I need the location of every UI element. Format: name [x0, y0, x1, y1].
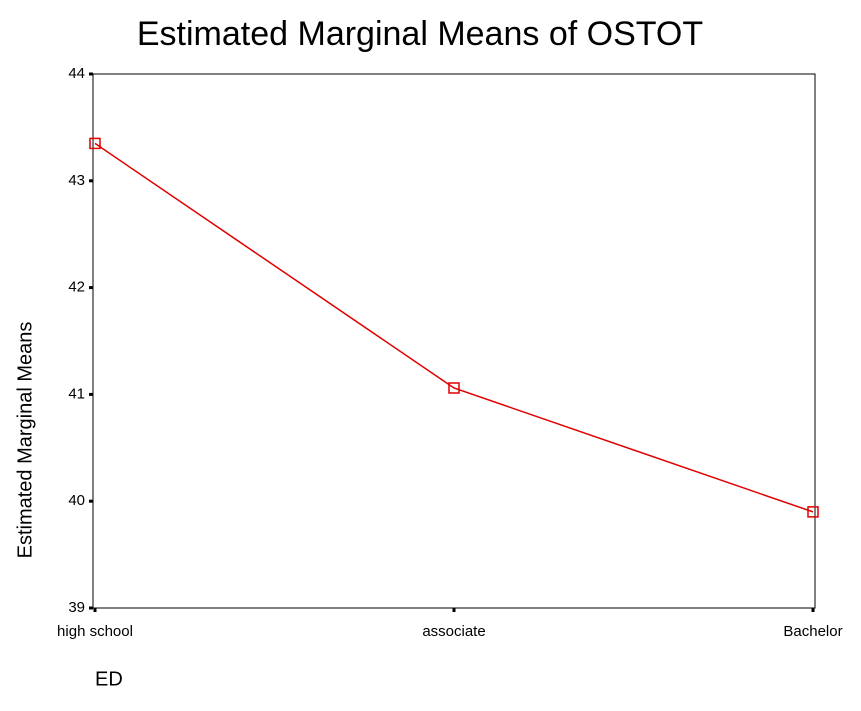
chart-title: Estimated Marginal Means of OSTOT	[137, 15, 703, 53]
x-tick-label: associate	[422, 623, 485, 640]
y-axis-label: Estimated Marginal Means	[14, 322, 36, 559]
point-marker	[89, 137, 101, 150]
point-marker	[807, 506, 819, 518]
plot-frame	[92, 73, 816, 609]
x-axis-label: ED	[95, 668, 123, 690]
y-tick-label: 39	[68, 599, 85, 616]
series-line	[94, 142, 814, 513]
x-tick-label: Bachelor	[783, 623, 842, 640]
y-tick-label: 42	[68, 279, 85, 296]
y-tick-label: 44	[68, 65, 85, 82]
y-tick-label: 43	[68, 172, 85, 189]
y-tick-label: 41	[68, 385, 85, 402]
y-tick-label: 40	[68, 492, 85, 509]
point-marker	[448, 382, 460, 394]
x-tick-label: high school	[57, 623, 133, 640]
